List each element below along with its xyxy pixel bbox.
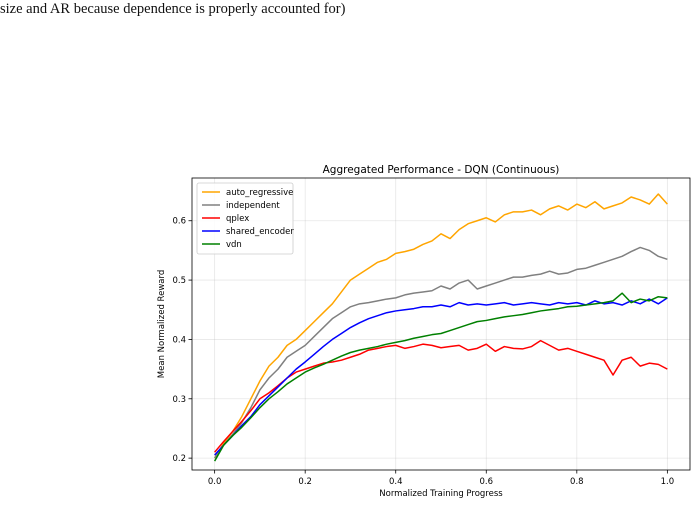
x-tick-label-4: 0.8: [570, 477, 584, 487]
y-tick-label-0: 0.2: [172, 454, 186, 464]
x-tick-label-3: 0.6: [480, 477, 494, 487]
legend-label-vdn: vdn: [226, 240, 242, 250]
y-axis-label: Mean Normalized Reward: [157, 270, 167, 378]
series-line-vdn: [213, 292, 668, 462]
y-tick-label-3: 0.5: [172, 276, 186, 286]
figure-caption: size and AR because dependence is proper…: [0, 1, 346, 17]
series-line-independent: [214, 246, 668, 459]
series-line-auto_regressive: [213, 193, 668, 459]
x-tick-label-2: 0.4: [389, 477, 403, 487]
series-line-shared_encoder: [214, 297, 668, 456]
x-tick-label-5: 1.0: [661, 477, 675, 487]
chart-title: Aggregated Performance - DQN (Continuous…: [323, 164, 560, 176]
axes-frame: [191, 177, 691, 471]
x-tick-label-0: 0.0: [208, 477, 222, 487]
y-tick-label-4: 0.6: [172, 217, 186, 227]
legend-label-qplex: qplex: [226, 214, 249, 224]
x-tick-label-1: 0.2: [298, 477, 312, 487]
legend-label-auto_regressive: auto_regressive: [226, 188, 293, 198]
y-tick-label-1: 0.3: [172, 395, 186, 405]
x-axis-label: Normalized Training Progress: [379, 489, 503, 499]
legend-label-shared_encoder: shared_encoder: [226, 227, 294, 237]
legend-label-independent: independent: [226, 201, 280, 211]
y-tick-label-2: 0.4: [172, 335, 186, 345]
legend-box: [196, 182, 294, 255]
